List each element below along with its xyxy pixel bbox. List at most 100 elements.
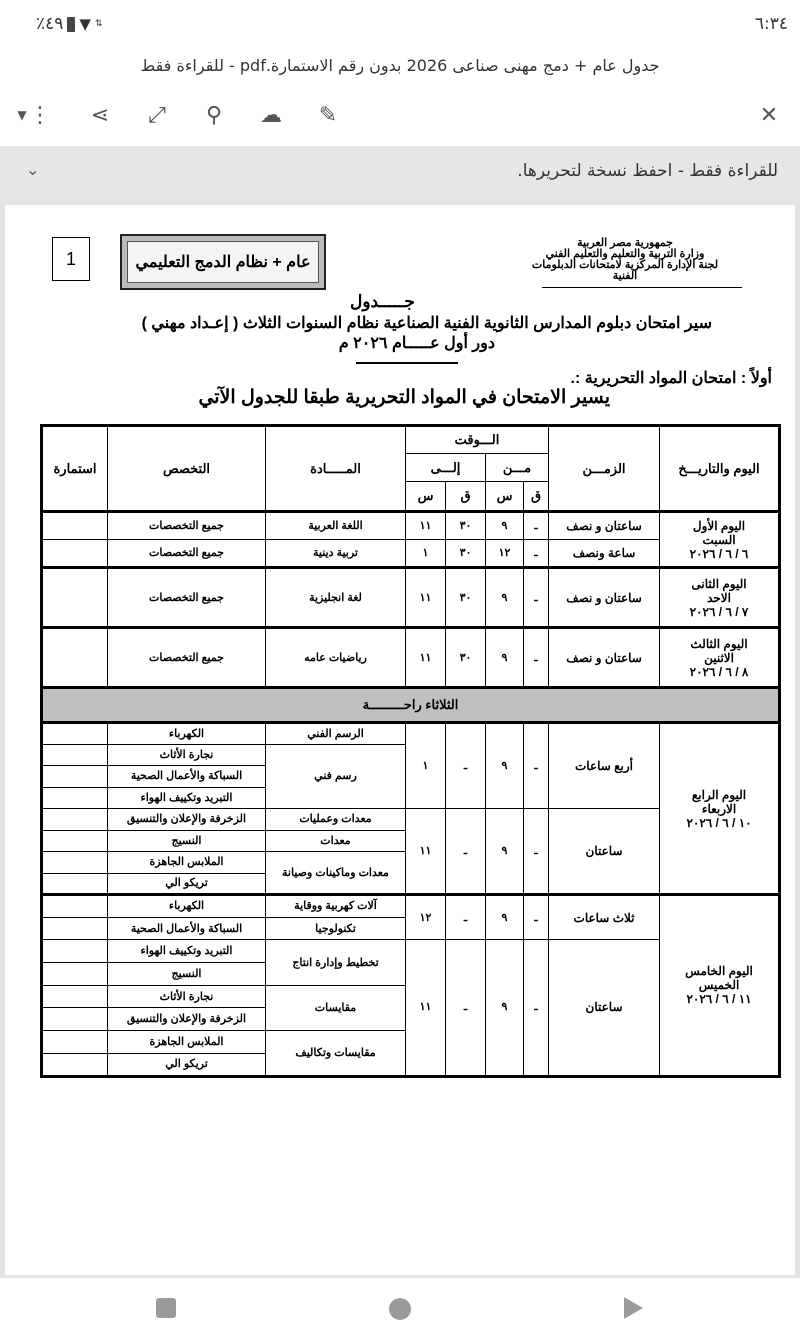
fullscreen-icon[interactable]: ⤢ bbox=[148, 102, 166, 128]
from-minute-cell: ـ bbox=[523, 939, 550, 1077]
specialization-cell: النسيج bbox=[107, 962, 266, 986]
duration-cell: ساعتان و نصف bbox=[548, 626, 661, 688]
back-icon[interactable] bbox=[624, 1297, 643, 1319]
specialization-cell: تريكو الي bbox=[107, 1052, 266, 1077]
table-row: الزخرفة والإعلان والتنسيق bbox=[41, 1007, 780, 1032]
specialization-cell: جميع التخصصات bbox=[107, 566, 266, 628]
specialization-cell: تريكو الي bbox=[107, 872, 266, 895]
from-minute-cell: ـ bbox=[523, 626, 550, 688]
from-minute-cell: ـ bbox=[523, 892, 550, 941]
rest-day-row: الثلاثاء راحـــــــــة bbox=[40, 686, 781, 724]
day-label-line: ٦ / ٦ / ٢٠٢٦ bbox=[689, 546, 749, 561]
from-minute-cell: ـ bbox=[523, 808, 550, 895]
to-minute-cell: ٣٠ bbox=[445, 626, 487, 688]
recents-icon[interactable] bbox=[156, 1298, 176, 1318]
day-cell: اليوم الثالث الاثنين ٨ / ٦ / ٢٠٢٦ bbox=[659, 626, 781, 688]
from-hour-cell: ٩ bbox=[485, 808, 525, 895]
subject-cell: معدات وماكينات وصيانة bbox=[265, 851, 406, 895]
more-icon[interactable]: ⋮ bbox=[29, 102, 51, 128]
doc-title: جـــــدول bbox=[350, 292, 415, 311]
specialization-cell: الملابس الجاهزة bbox=[107, 851, 266, 874]
from-hour-cell: ٩ bbox=[485, 892, 525, 941]
day-label-line: اليوم الثالث bbox=[690, 636, 748, 651]
table-row: السباكة والأعمال الصحية bbox=[41, 765, 780, 788]
doc-subtitle: سير امتحان دبلوم المدارس الثانوية الفنية… bbox=[141, 315, 712, 332]
specialization-cell: الملابس الجاهزة bbox=[107, 1030, 266, 1054]
table-row: اليوم الأول السبت ٦ / ٦ / ٢٠٢٦ ساعتان و نصف… bbox=[41, 510, 781, 568]
search-icon[interactable]: ⚲ bbox=[205, 102, 223, 128]
form-cell bbox=[41, 916, 108, 941]
form-cell bbox=[41, 1007, 108, 1032]
header-from-min: ق bbox=[523, 481, 550, 513]
badge-text: عام + نظام الدمج التعليمي bbox=[127, 241, 319, 283]
intro-text: يسير الامتحان في المواد التحريرية طبقا ل… bbox=[198, 387, 610, 408]
subject-cell: تكنولوجيا bbox=[265, 916, 406, 941]
from-minute-cell: ـ bbox=[523, 510, 550, 540]
subject-cell: مقايسات وتكاليف bbox=[265, 1030, 406, 1077]
specialization-cell: جميع التخصصات bbox=[107, 539, 266, 568]
share-icon[interactable]: ⋖ bbox=[90, 102, 110, 128]
subject-cell: آلات كهربية ووقاية bbox=[265, 893, 406, 918]
to-hour-cell: ١ bbox=[404, 539, 447, 568]
form-cell bbox=[41, 786, 108, 809]
specialization-cell: النسيج bbox=[107, 829, 266, 852]
subject-cell: رسم فني bbox=[265, 743, 406, 809]
to-minute-cell: ـ bbox=[445, 721, 487, 809]
to-hour-cell: ١١ bbox=[404, 566, 447, 628]
day-label-line: الاحد bbox=[707, 590, 731, 605]
form-cell bbox=[41, 765, 108, 788]
from-minute-cell: ـ bbox=[523, 539, 550, 568]
file-title: جدول عام + دمج مهنى صناعى 2026 بدون رقم … bbox=[140, 56, 660, 75]
duration-cell: ساعتان و نصف bbox=[548, 566, 661, 628]
header-to: إلـــى bbox=[404, 453, 487, 482]
data-arrows-icon: ⇅ bbox=[94, 19, 103, 29]
divider bbox=[356, 362, 458, 364]
day-label-line: ٨ / ٦ / ٢٠٢٦ bbox=[689, 664, 749, 679]
form-cell bbox=[41, 510, 108, 540]
chevron-down-icon[interactable]: ⌄ bbox=[26, 160, 40, 179]
form-cell bbox=[41, 721, 108, 745]
table-row: اليوم الرابع الاربعاء ١٠ / ٦ / ٢٠٢٦ أربع سا… bbox=[41, 721, 781, 895]
table-row: اليوم الخامس الخميس ١١ / ٦ / ٢٠٢٦ ثلاث ساعا… bbox=[41, 892, 781, 1077]
form-cell bbox=[41, 626, 108, 688]
specialization-cell: جميع التخصصات bbox=[107, 626, 266, 688]
form-cell bbox=[41, 808, 108, 831]
rest-day-label: الثلاثاء راحـــــــــة bbox=[40, 686, 781, 724]
day-cell: اليوم الخامس الخميس ١١ / ٦ / ٢٠٢٦ bbox=[659, 893, 781, 1077]
day-label-line: الاربعاء bbox=[701, 801, 737, 816]
to-minute-cell: ٣٠ bbox=[445, 510, 487, 540]
subject-cell: الرسم الفني bbox=[265, 721, 406, 745]
day-label-line: ١١ / ٦ / ٢٠٢٦ bbox=[686, 992, 752, 1007]
day-label-line: الخميس bbox=[698, 978, 740, 993]
header-form: استمارة bbox=[41, 425, 108, 512]
duration-cell: ساعتان و نصف bbox=[548, 510, 661, 540]
readonly-banner: للقراءة فقط - احفظ نسخة لتحريرها. ⌄ bbox=[0, 146, 800, 200]
table-row: ساعتان ـ ٩ ـ ١١ تخطيط وإدارة انتاج التبريد وتك… bbox=[41, 939, 780, 1077]
battery-percent: ٪٤٩ bbox=[36, 14, 64, 34]
header-from-hour: س bbox=[485, 481, 525, 513]
form-cell bbox=[41, 893, 108, 918]
exam-schedule-table: اليوم والتاريـــخ الزمـــن الـــوقت المـ… bbox=[40, 424, 782, 1078]
from-minute-cell: ـ bbox=[523, 566, 550, 628]
day-label-line: الاثنين bbox=[704, 650, 734, 665]
home-icon[interactable] bbox=[389, 1298, 411, 1320]
table-row: اليوم الثالث الاثنين ٨ / ٦ / ٢٠٢٦ ساعتان و … bbox=[41, 626, 781, 688]
to-hour-cell: ١١ bbox=[404, 808, 447, 895]
dropdown-icon[interactable]: ▼ bbox=[17, 108, 27, 122]
specialization-cell: الكهرباء bbox=[107, 721, 266, 745]
nav-bar bbox=[0, 1278, 800, 1340]
header-line: جمهورية مصر العربية bbox=[577, 237, 673, 249]
specialization-cell: الكهرباء bbox=[107, 893, 266, 918]
day-cell: اليوم الأول السبت ٦ / ٦ / ٢٠٢٦ bbox=[659, 510, 781, 568]
duration-cell: ساعتان bbox=[548, 808, 661, 895]
to-hour-cell: ١ bbox=[404, 721, 447, 809]
day-label-line: اليوم الخامس bbox=[685, 964, 753, 979]
header-from: مـــن bbox=[485, 453, 550, 482]
wifi-icon: ▼ bbox=[79, 15, 91, 33]
header-time: الـــوقت bbox=[404, 425, 550, 454]
edit-icon[interactable]: ✎ bbox=[318, 102, 338, 128]
day-label-line: ١٠ / ٦ / ٢٠٢٦ bbox=[686, 815, 752, 830]
close-icon[interactable]: ✕ bbox=[759, 102, 779, 128]
form-cell bbox=[41, 962, 108, 986]
cloud-upload-icon[interactable]: ☁ bbox=[260, 102, 282, 128]
